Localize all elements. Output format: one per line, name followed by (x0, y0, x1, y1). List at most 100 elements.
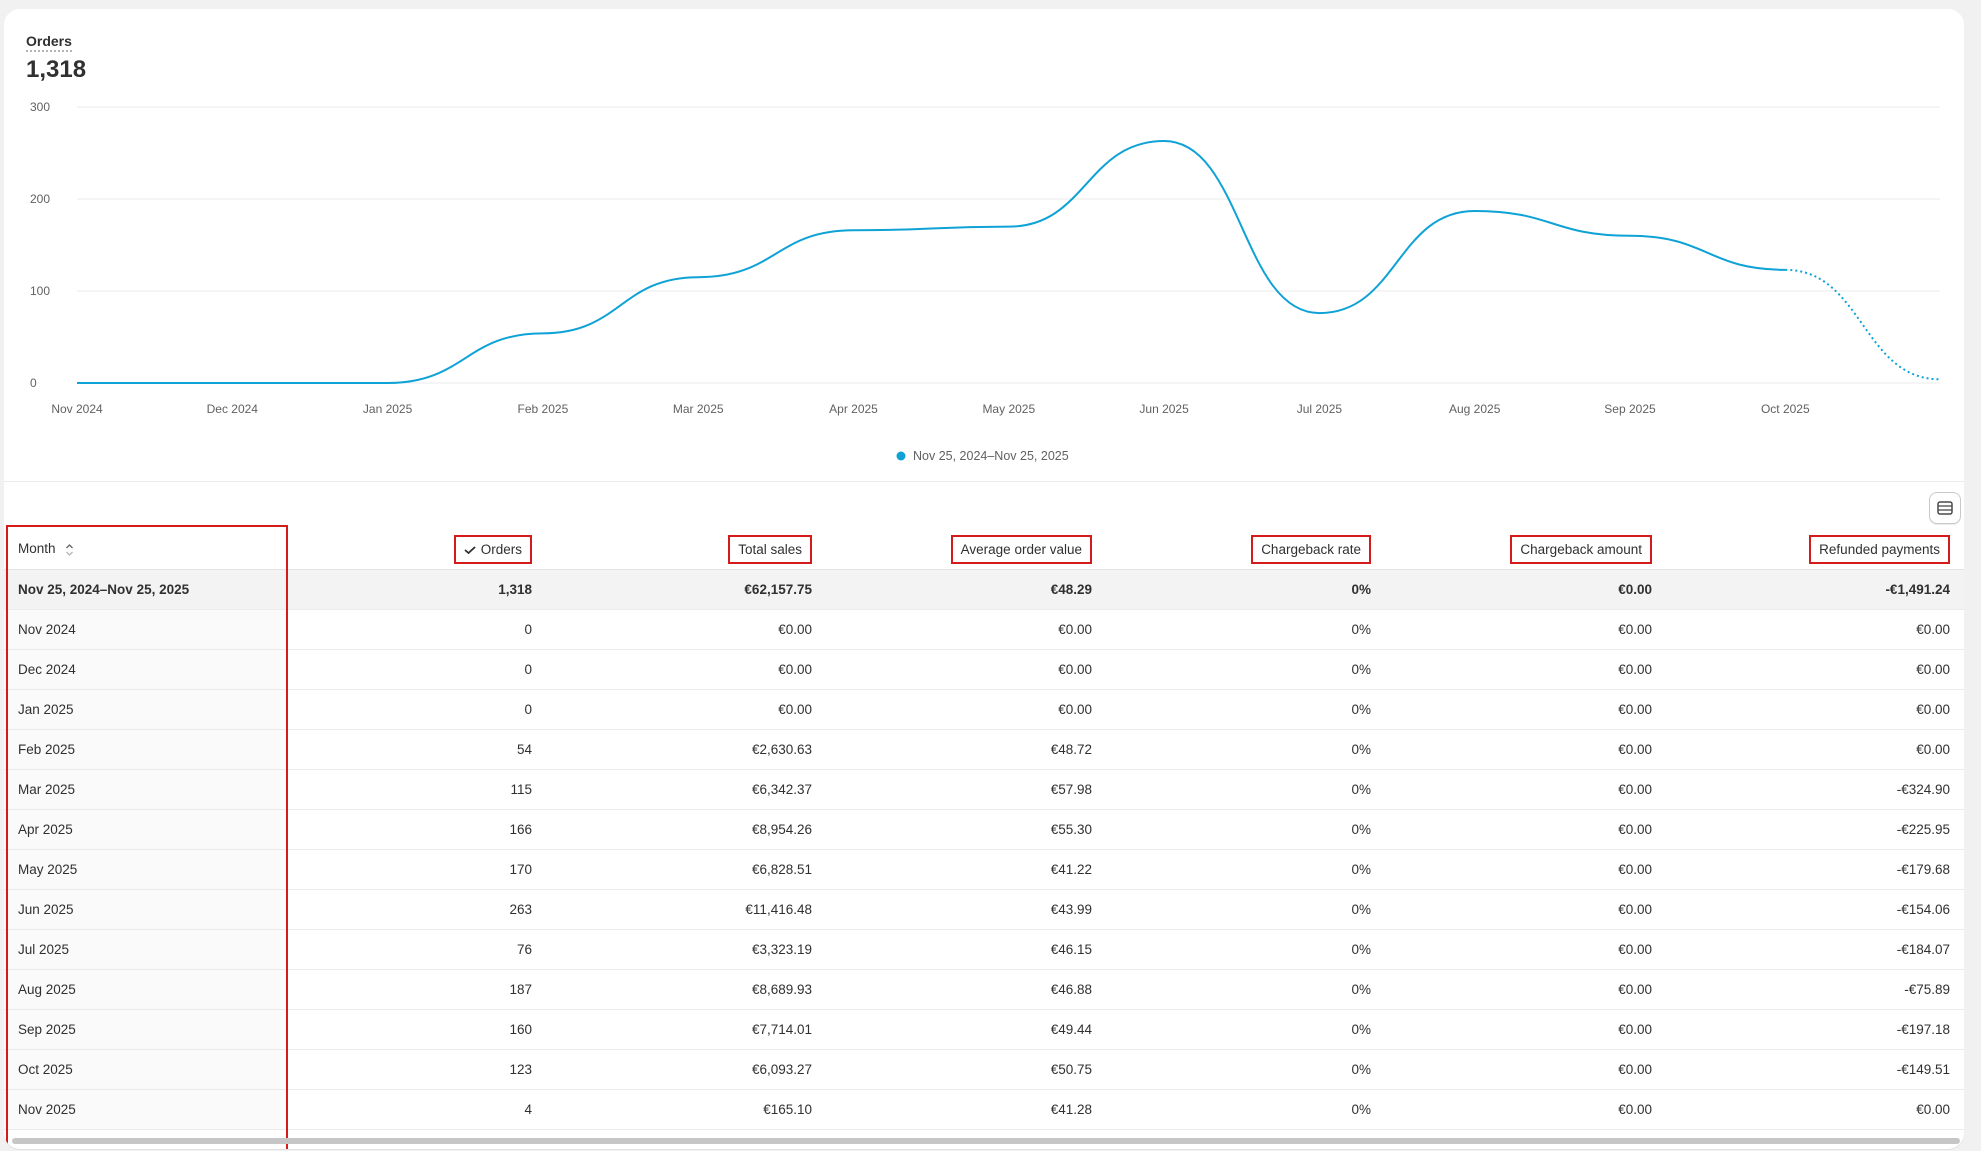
table-cell: €48.72 (826, 729, 1106, 770)
table-cell: €8,954.26 (546, 809, 826, 850)
table-row: Aug 2025 187 €8,689.93 €46.88 0% €0.00 -€75.89 (4, 969, 1964, 1010)
x-tick-label: Feb 2025 (518, 402, 569, 416)
table-cell: 0% (1106, 769, 1385, 810)
summary-cell: 1,318 (287, 569, 546, 610)
table-cell: €41.28 (826, 1089, 1106, 1130)
summary-cell: -€1,491.24 (1666, 569, 1964, 610)
y-tick-label: 100 (30, 284, 50, 298)
table-cell: 170 (287, 849, 546, 890)
table-cell: 0 (287, 689, 546, 730)
table-cell: 0% (1106, 1049, 1385, 1090)
table-row: Jun 2025 263 €11,416.48 €43.99 0% €0.00 -€154.… (4, 889, 1964, 930)
table-cell: €0.00 (1385, 1009, 1666, 1050)
table-cell: €46.15 (826, 929, 1106, 970)
series-line (76, 140, 1786, 385)
table-cell: 0 (287, 649, 546, 690)
table-cell: €0.00 (1666, 609, 1964, 650)
orders-line-chart: 0 100 200 300 Nov 2024 Dec 2024 Jan 2025 Feb 20… (30, 100, 1941, 463)
month-cell: May 2025 (4, 849, 288, 890)
x-tick-label: Dec 2024 (207, 402, 259, 416)
table-cell: 187 (287, 969, 546, 1010)
checkmark-icon (464, 546, 476, 554)
column-header-month[interactable]: Month (4, 529, 288, 570)
column-header-average-order-value[interactable]: Average order value (826, 529, 1106, 570)
table-cell: €49.44 (826, 1009, 1106, 1050)
table-cell: 0% (1106, 729, 1385, 770)
x-tick-label: Oct 2025 (1761, 402, 1810, 416)
table-cell: €3,323.19 (546, 929, 826, 970)
table-cell: 123 (287, 1049, 546, 1090)
report-card: Orders 1,318 0 100 200 300 Nov 2024 Dec 2024 J… (4, 9, 1964, 1149)
table-row: Sep 2025 160 €7,714.01 €49.44 0% €0.00 -€197.1… (4, 1009, 1964, 1050)
horizontal-scrollbar[interactable] (12, 1138, 1960, 1144)
sort-icon[interactable] (65, 543, 74, 557)
report-table: Month Orders Tot (4, 529, 1964, 1130)
section-divider (4, 481, 1964, 482)
month-cell: Jun 2025 (4, 889, 288, 930)
column-header-total-sales[interactable]: Total sales (546, 529, 826, 570)
summary-cell: 0% (1106, 569, 1385, 610)
table-cell: €0.00 (1385, 849, 1666, 890)
x-tick-label: Jul 2025 (1297, 402, 1343, 416)
table-cell: 76 (287, 929, 546, 970)
table-cell: €2,630.63 (546, 729, 826, 770)
table-cell: 0% (1106, 689, 1385, 730)
table-cell: 0% (1106, 969, 1385, 1010)
table-cell: -€324.90 (1666, 769, 1964, 810)
x-tick-label: Mar 2025 (673, 402, 724, 416)
table-cell: €6,342.37 (546, 769, 826, 810)
table-cell: €0.00 (1666, 1089, 1964, 1130)
table-cell: -€154.06 (1666, 889, 1964, 930)
summary-row: Nov 25, 2024–Nov 25, 2025 1,318 €62,157.… (4, 569, 1964, 610)
table-cell: €50.75 (826, 1049, 1106, 1090)
table-view-toggle-button[interactable] (1929, 492, 1961, 524)
legend-label: Nov 25, 2024–Nov 25, 2025 (913, 449, 1069, 463)
table-header-row: Month Orders Tot (4, 529, 1964, 570)
table-cell: 0% (1106, 849, 1385, 890)
x-tick-label: Nov 2024 (51, 402, 103, 416)
summary-cell: €0.00 (1385, 569, 1666, 610)
table-cell: €57.98 (826, 769, 1106, 810)
table-row: Feb 2025 54 €2,630.63 €48.72 0% €0.00 €0.00 (4, 729, 1964, 770)
table-cell: 0% (1106, 929, 1385, 970)
x-tick-label: Aug 2025 (1449, 402, 1501, 416)
legend-marker (896, 451, 906, 461)
table-cell: 0% (1106, 649, 1385, 690)
table-cell: €0.00 (1666, 689, 1964, 730)
column-header-chargeback-rate[interactable]: Chargeback rate (1106, 529, 1385, 570)
month-cell: Nov 2024 (4, 609, 288, 650)
table-cell: 4 (287, 1089, 546, 1130)
table-row: Jul 2025 76 €3,323.19 €46.15 0% €0.00 -€184.07 (4, 929, 1964, 970)
table-row: Dec 2024 0 €0.00 €0.00 0% €0.00 €0.00 (4, 649, 1964, 690)
table-cell: €43.99 (826, 889, 1106, 930)
table-cell: €41.22 (826, 849, 1106, 890)
table-cell: -€179.68 (1666, 849, 1964, 890)
table-cell: €7,714.01 (546, 1009, 826, 1050)
column-header-refunded-payments[interactable]: Refunded payments (1666, 529, 1964, 570)
table-cell: €0.00 (1385, 929, 1666, 970)
table-cell: €0.00 (1385, 689, 1666, 730)
table-cell: €0.00 (1666, 729, 1964, 770)
y-tick-label: 0 (30, 376, 37, 390)
table-cell: €6,093.27 (546, 1049, 826, 1090)
month-cell: Nov 2025 (4, 1089, 288, 1130)
table-cell: 54 (287, 729, 546, 770)
table-cell: €0.00 (1385, 609, 1666, 650)
column-header-orders[interactable]: Orders (287, 529, 546, 570)
table-cell: €0.00 (1385, 729, 1666, 770)
table-row: Nov 2025 4 €165.10 €41.28 0% €0.00 €0.00 (4, 1089, 1964, 1130)
x-tick-label: Sep 2025 (1604, 402, 1656, 416)
table-cell: €0.00 (546, 689, 826, 730)
series-line-projected (1785, 268, 1941, 381)
metric-label[interactable]: Orders (26, 33, 72, 52)
table-cell: -€225.95 (1666, 809, 1964, 850)
table-row: Oct 2025 123 €6,093.27 €50.75 0% €0.00 -€149.5… (4, 1049, 1964, 1090)
table-cell: €0.00 (826, 609, 1106, 650)
column-header-chargeback-amount[interactable]: Chargeback amount (1385, 529, 1666, 570)
month-cell: Mar 2025 (4, 769, 288, 810)
table-cell: 0% (1106, 1089, 1385, 1130)
table-row: Mar 2025 115 €6,342.37 €57.98 0% €0.00 -€324.9… (4, 769, 1964, 810)
table-cell: 115 (287, 769, 546, 810)
table-cell: €0.00 (1385, 1049, 1666, 1090)
table-cell: -€75.89 (1666, 969, 1964, 1010)
